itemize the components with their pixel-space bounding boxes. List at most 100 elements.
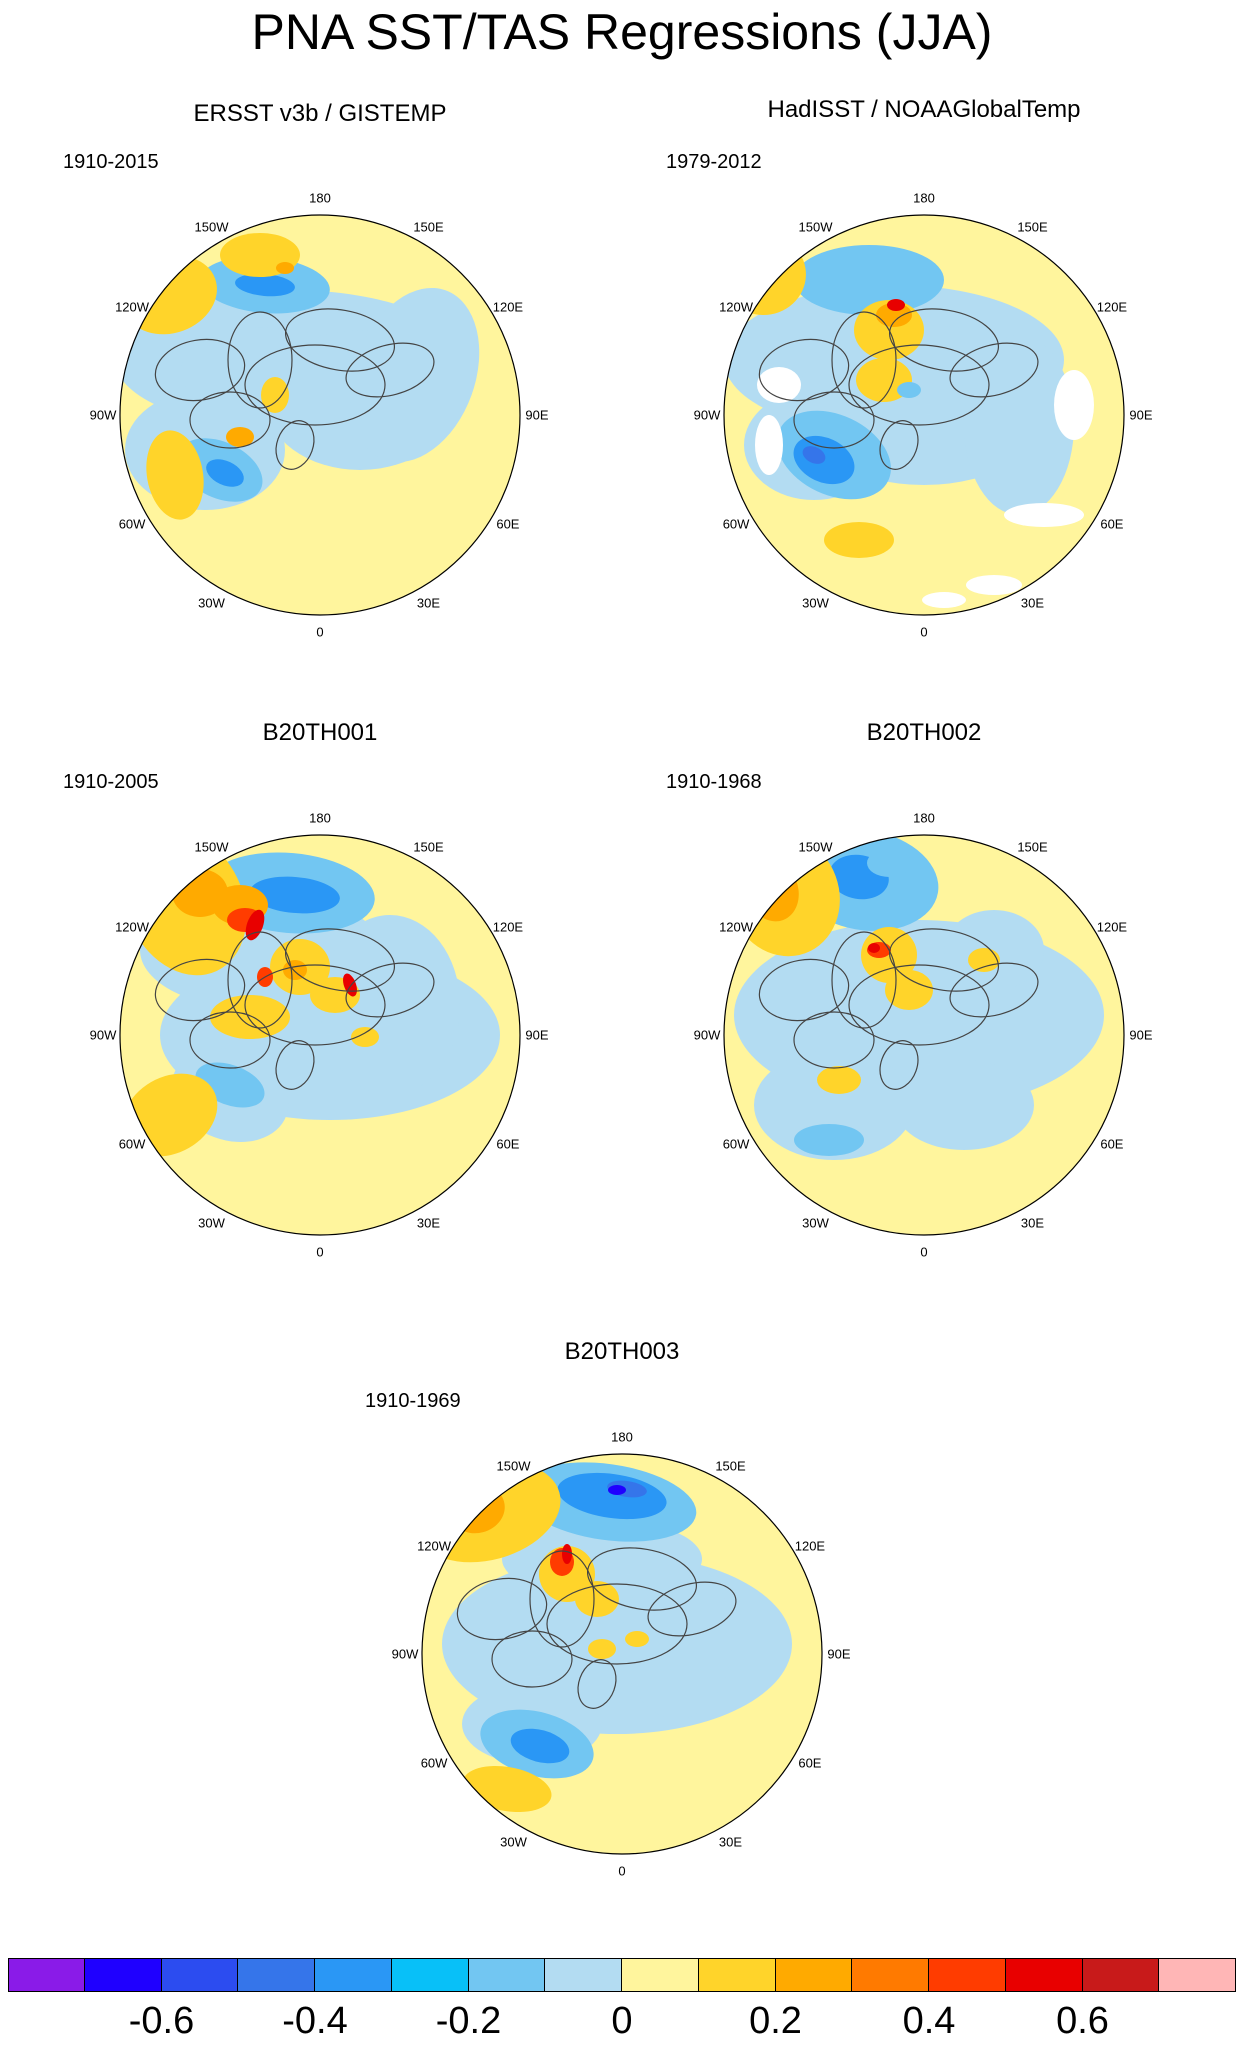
longitude-label: 90W [693, 1027, 721, 1043]
longitude-label: 30W [198, 595, 225, 611]
colorbar-segment [84, 1958, 162, 1992]
longitude-label: 90E [1129, 407, 1153, 423]
longitude-label: 60E [496, 516, 520, 531]
longitude-label: 60E [496, 1136, 520, 1151]
longitude-label: 120W [115, 299, 150, 314]
longitude-label: 0 [316, 624, 324, 640]
longitude-label: 150E [413, 219, 444, 235]
longitude-label: 90W [693, 407, 721, 423]
colorbar-segment [1005, 1958, 1083, 1992]
regression-field [120, 215, 520, 615]
panel-period-4: 1910-1968 [666, 771, 762, 793]
longitude-label: 120W [417, 1538, 452, 1553]
colorbar-segment [468, 1958, 546, 1992]
polar-map-3 [119, 834, 521, 1236]
coastlines [154, 928, 435, 1090]
colorbar [8, 1958, 1236, 1992]
panel-period-5: 1910-1969 [365, 1390, 461, 1412]
panel-title-2: HadISST / NOAAGlobalTemp [767, 96, 1081, 123]
longitude-label: 150E [413, 839, 444, 855]
longitude-label: 150W [798, 219, 833, 235]
panel-title-1: ERSST v3b / GISTEMP [193, 100, 447, 127]
colorbar-tick-label: -0.4 [282, 2000, 348, 2042]
longitude-label: 120E [1096, 299, 1128, 314]
coastlines [758, 928, 1039, 1090]
regression-field [120, 835, 520, 1235]
longitude-label: 60E [1100, 516, 1124, 531]
map-border [119, 834, 521, 1236]
polar-map-2 [723, 214, 1125, 616]
longitude-label: 180 [611, 1429, 633, 1445]
colorbar-segment [622, 1958, 699, 1992]
longitude-label: 150W [798, 839, 833, 855]
longitude-label: 90W [89, 407, 117, 423]
longitude-label: 30W [198, 1215, 225, 1231]
longitude-label: 30W [802, 595, 829, 611]
longitude-label: 0 [920, 624, 928, 640]
longitude-label: 120E [1096, 919, 1128, 934]
longitude-label: 90E [525, 1027, 549, 1043]
longitude-label: 30E [1020, 1215, 1045, 1231]
panel-title-4: B20TH002 [866, 719, 982, 746]
longitude-label: 60E [798, 1755, 822, 1770]
longitude-label: 150E [1017, 839, 1048, 855]
longitude-label: 180 [309, 190, 331, 206]
panel-title-5: B20TH003 [564, 1338, 680, 1365]
panel-title-3: B20TH001 [262, 719, 378, 746]
longitude-label: 120W [719, 299, 754, 314]
colorbar-tick-label: -0.2 [435, 2000, 502, 2042]
longitude-label: 90W [89, 1027, 117, 1043]
longitude-label: 0 [920, 1244, 928, 1260]
colorbar-tick-label: 0.6 [1056, 2000, 1109, 2042]
coastlines [154, 308, 435, 470]
colorbar-segment [238, 1958, 315, 1992]
longitude-label: 180 [309, 810, 331, 826]
colorbar-segment [775, 1958, 853, 1992]
map-border [723, 214, 1125, 616]
longitude-label: 120W [719, 919, 754, 934]
longitude-label: 90W [391, 1646, 419, 1662]
longitude-label: 30W [500, 1834, 527, 1850]
polar-map-4 [723, 834, 1125, 1236]
colorbar-tick-label: -0.6 [128, 2000, 195, 2042]
longitude-label: 60W [722, 1136, 750, 1151]
longitude-label: 90E [525, 407, 549, 423]
longitude-label: 150W [496, 1458, 531, 1474]
polar-map-1 [119, 214, 521, 616]
regression-field [724, 215, 1124, 615]
regression-field [422, 1454, 822, 1854]
colorbar-tick-label: 0.2 [749, 2000, 802, 2042]
longitude-label: 180 [913, 810, 935, 826]
coastlines [456, 1547, 737, 1709]
regression-field [724, 835, 1124, 1235]
colorbar-segment [161, 1958, 239, 1992]
map-border [119, 214, 521, 616]
panel-period-2: 1979-2012 [666, 151, 762, 173]
longitude-label: 120W [115, 919, 150, 934]
coastlines [758, 308, 1039, 470]
longitude-label: 30E [416, 1215, 441, 1231]
longitude-label: 0 [618, 1863, 626, 1879]
colorbar-segment [391, 1958, 469, 1992]
colorbar-segment [315, 1958, 392, 1992]
longitude-label: 60W [420, 1755, 448, 1770]
panel-period-1: 1910-2015 [63, 151, 159, 173]
figure-title: PNA SST/TAS Regressions (JJA) [251, 4, 993, 60]
longitude-label: 60E [1100, 1136, 1124, 1151]
colorbar-segment [852, 1958, 929, 1992]
colorbar-segment [545, 1958, 622, 1992]
longitude-label: 120E [492, 919, 524, 934]
longitude-label: 90E [1129, 1027, 1153, 1043]
colorbar-segment [8, 1958, 85, 1992]
longitude-label: 30W [802, 1215, 829, 1231]
colorbar-segment [929, 1958, 1006, 1992]
longitude-label: 150W [194, 839, 229, 855]
longitude-label: 60W [118, 516, 146, 531]
colorbar-tick-label: 0 [611, 2000, 633, 2042]
longitude-label: 30E [1020, 595, 1045, 611]
map-border [421, 1453, 823, 1855]
longitude-label: 150E [1017, 219, 1048, 235]
panel-period-3: 1910-2005 [63, 771, 159, 793]
longitude-label: 120E [492, 299, 524, 314]
longitude-label: 180 [913, 190, 935, 206]
